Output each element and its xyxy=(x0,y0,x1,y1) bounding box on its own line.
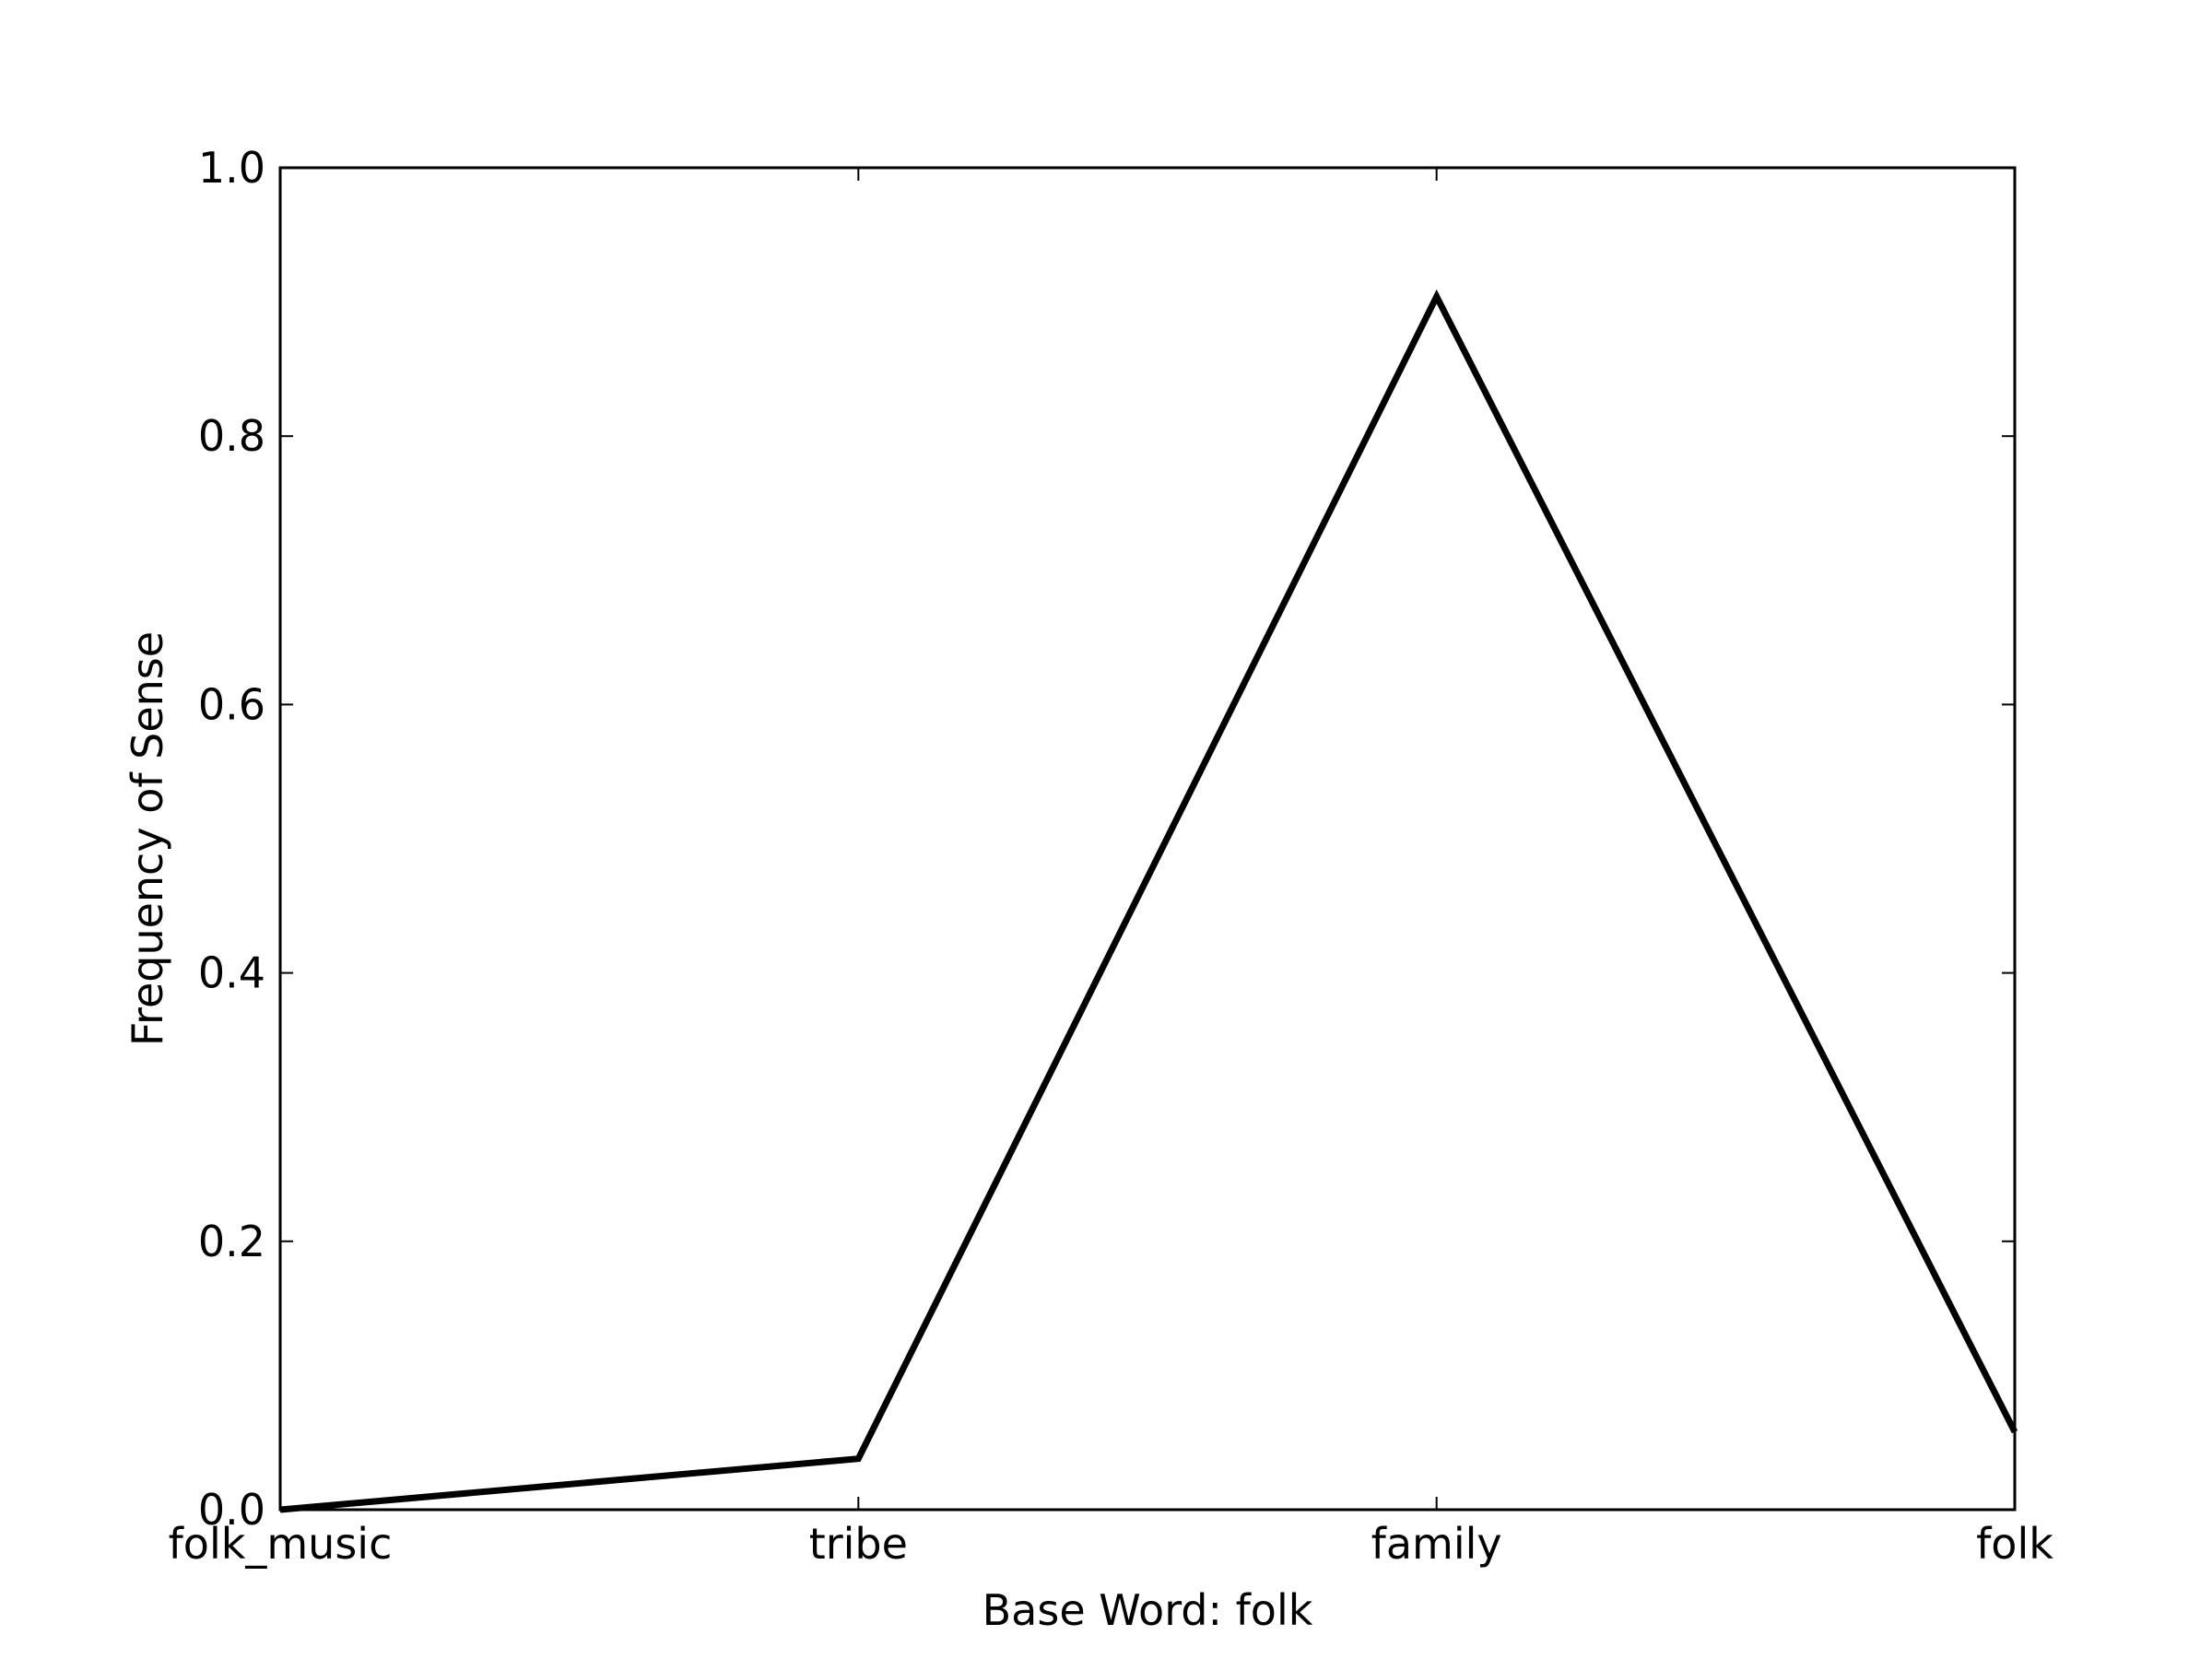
y-tick-label: 0.2 xyxy=(198,1217,265,1266)
axis-ticks xyxy=(279,167,2016,1511)
plot-frame xyxy=(278,166,2017,1512)
series-layer xyxy=(279,289,2018,1513)
y-tick-label: 1.0 xyxy=(198,143,265,193)
x-tick-label: family xyxy=(1371,1519,1502,1569)
x-tick-label: folk xyxy=(1976,1519,2053,1569)
y-axis-label: Frequency of Sense xyxy=(123,631,172,1046)
x-axis-label: Base Word: folk xyxy=(982,1585,1313,1635)
series-line xyxy=(279,289,2018,1513)
y-tick-label: 0.4 xyxy=(198,948,265,998)
x-tick-label: tribe xyxy=(809,1519,908,1569)
y-tick-labels: 0.0 0.2 0.4 0.6 0.8 1.0 xyxy=(198,143,265,1535)
y-tick-label: 0.6 xyxy=(198,679,265,729)
x-tick-labels: folk_music tribe family folk xyxy=(169,1519,2054,1569)
x-tick-label: folk_music xyxy=(169,1519,393,1569)
y-tick-label: 0.0 xyxy=(198,1485,265,1535)
y-tick-label: 0.8 xyxy=(198,411,265,461)
